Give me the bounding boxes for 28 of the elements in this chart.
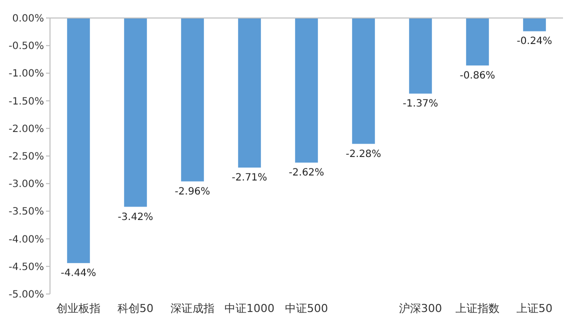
y-tick-label: -1.00%: [8, 68, 44, 80]
x-tick-label: 科创50: [118, 302, 154, 315]
x-tick-label: 上证50: [516, 302, 552, 315]
data-label: -2.71%: [232, 172, 268, 184]
y-tick-label: -3.50%: [8, 206, 44, 218]
y-tick-label: -2.50%: [8, 152, 44, 162]
x-tick-label: 上证指数: [456, 302, 500, 315]
x-tick-label: 中证1000: [224, 302, 274, 315]
y-tick-label: -4.00%: [8, 234, 44, 246]
y-tick-label: 0.00%: [12, 14, 44, 24]
y-tick-label: -2.00%: [8, 124, 44, 135]
y-tick-label: -0.50%: [8, 41, 44, 52]
y-tick-label: -3.00%: [8, 179, 44, 190]
data-label: -0.24%: [516, 36, 552, 48]
data-label: -2.62%: [288, 168, 324, 179]
data-label: -2.28%: [346, 148, 382, 160]
data-label: -3.42%: [118, 212, 154, 223]
data-label: -0.86%: [460, 70, 496, 82]
data-label: -1.37%: [402, 98, 438, 110]
y-tick-label: -5.00%: [8, 290, 44, 300]
data-label: -2.96%: [174, 186, 210, 198]
x-tick-label: 创业板指: [56, 302, 100, 315]
x-tick-label: 沪深300: [399, 302, 442, 315]
data-label: -4.44%: [60, 268, 96, 280]
x-tick-label: 中证500: [285, 302, 328, 315]
y-tick-label: -4.50%: [8, 262, 44, 273]
x-tick-label: 深证成指: [170, 302, 214, 315]
y-tick-label: -1.50%: [8, 96, 44, 108]
